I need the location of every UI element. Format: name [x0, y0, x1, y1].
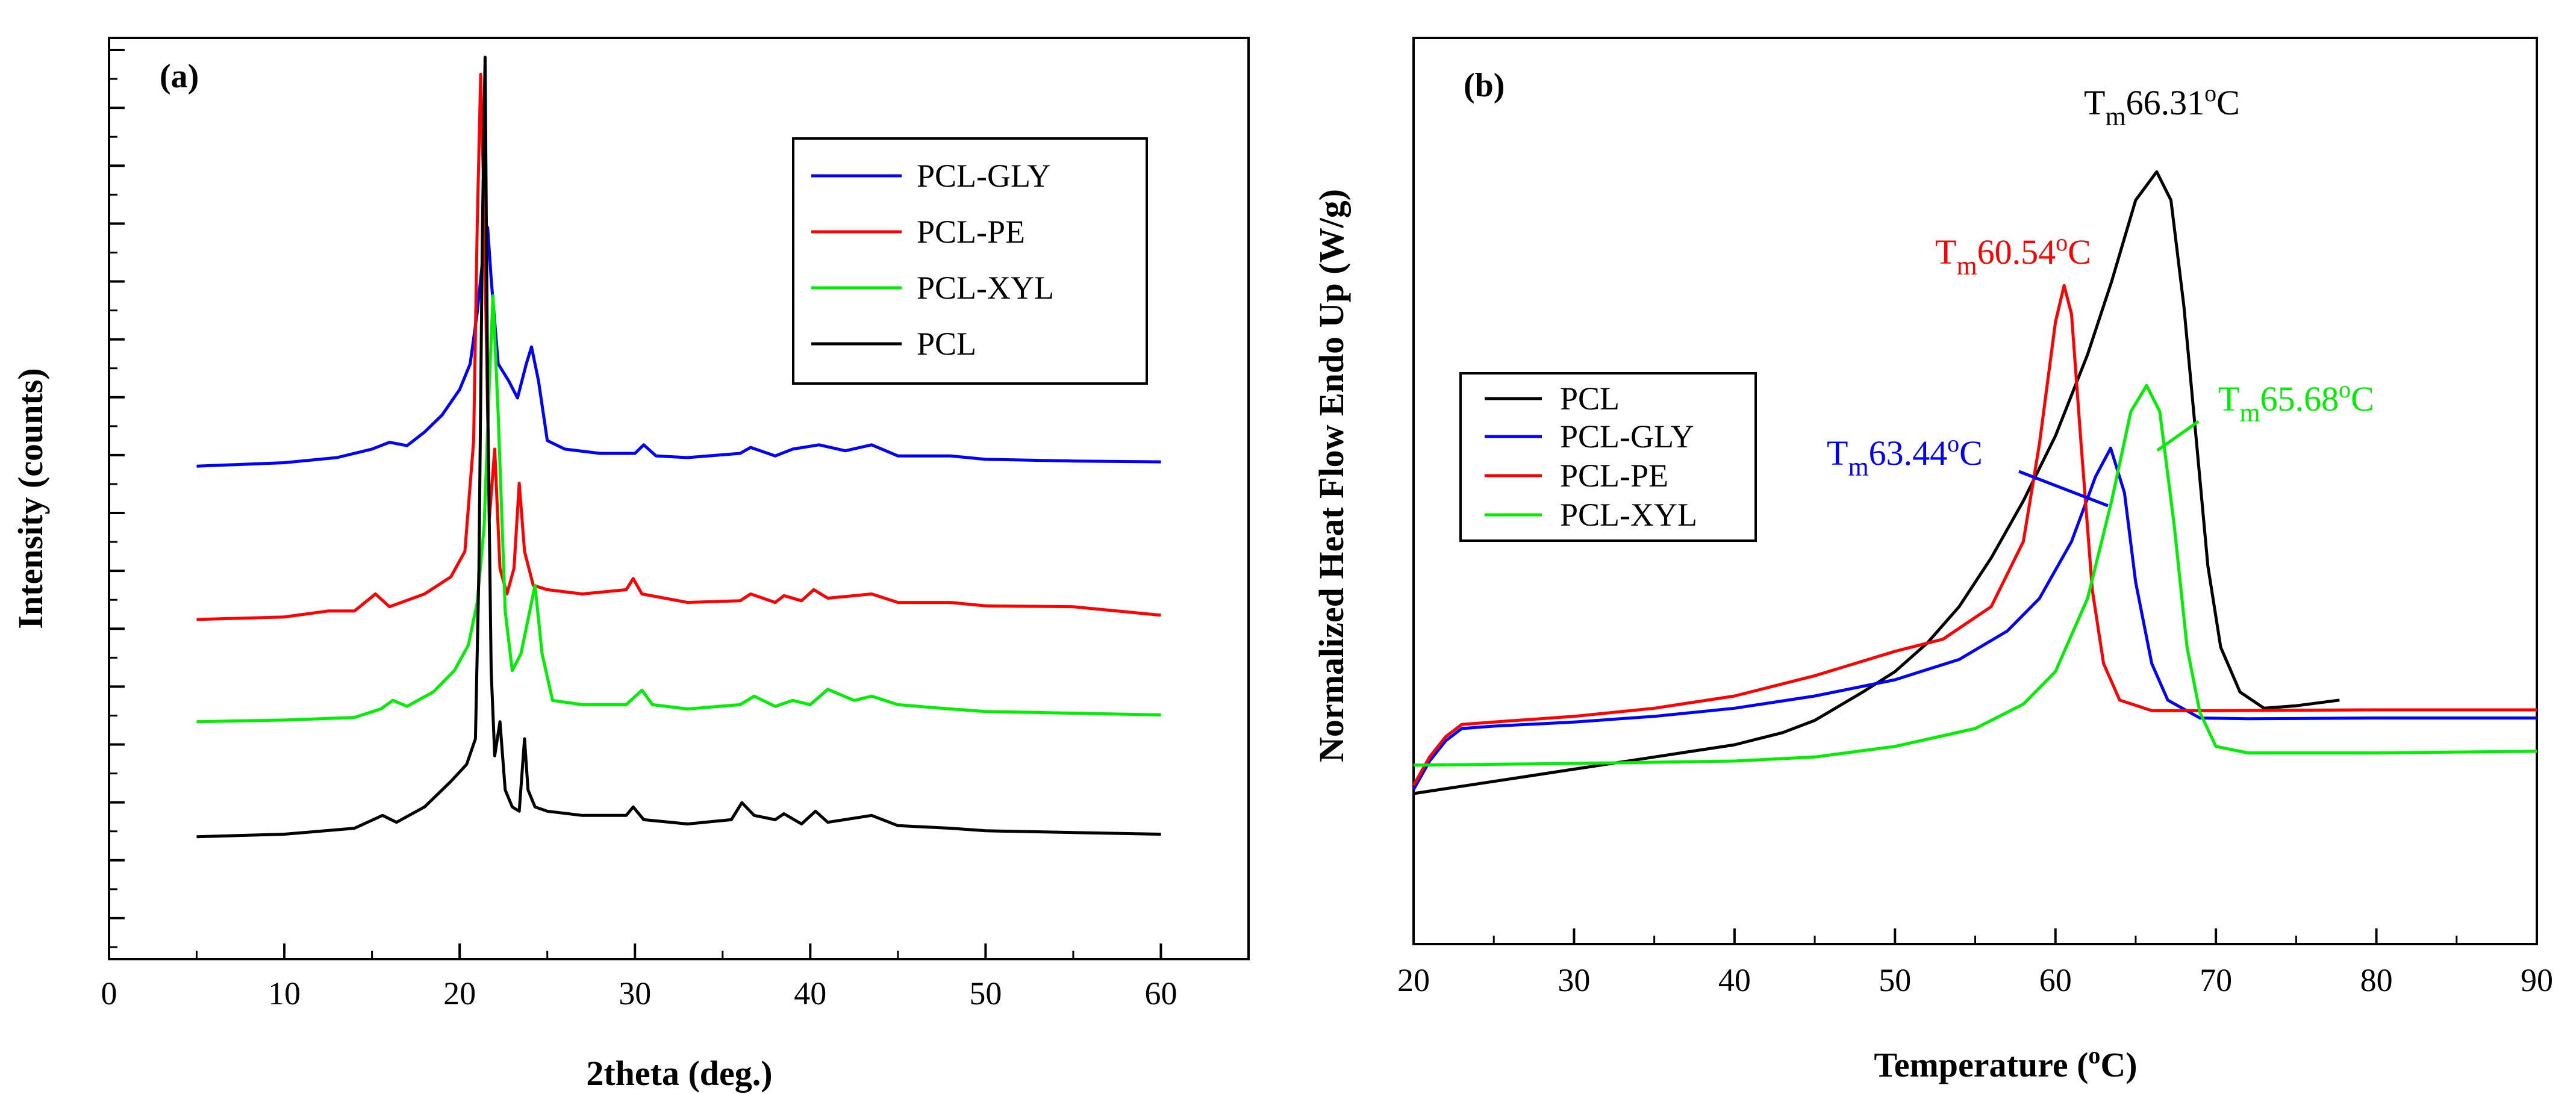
tm-symbol: T [2084, 83, 2105, 122]
panel-b-legend: PCL PCL-GLY PCL-PE PCL-XYL [1459, 372, 1757, 542]
tm-value: 65.68 [2260, 379, 2339, 418]
panel-a-plot-frame [108, 37, 1250, 960]
panel-b-label: (b) [1464, 67, 1505, 104]
tm-symbol: T [1935, 232, 1956, 272]
b-x-tick-label: 60 [2039, 962, 2072, 998]
legend-a-label-pcl: PCL [917, 326, 976, 362]
xrd-series-pcl-gly [196, 226, 1161, 468]
tm-subscript: m [1956, 251, 1977, 281]
a-x-tick-label: 20 [443, 975, 476, 1012]
legend-a-label-pcl-pe: PCL-PE [917, 214, 1025, 250]
panel-a-y-ticks [109, 49, 125, 948]
panel-b-x-axis-label-unit: C) [2100, 1045, 2137, 1084]
tm-value: 63.44 [1869, 434, 1948, 473]
panel-a-y-axis-label: Intensity (counts) [11, 368, 50, 629]
panel-a-x-ticks: 0 10 20 30 40 50 60 [101, 943, 1177, 1012]
b-x-tick-label: 70 [2200, 962, 2232, 998]
legend-a-label-pcl-gly: PCL-GLY [917, 158, 1051, 194]
legend-b-label-pcl-gly: PCL-GLY [1560, 418, 1694, 455]
a-x-tick-label: 50 [969, 975, 1002, 1012]
b-x-tick-label: 30 [1558, 962, 1590, 998]
tm-unit: C [2068, 232, 2091, 272]
tm-annotation-pcl-gly: Tm63.44oC [1827, 430, 1983, 482]
tm-annotation-pcl-pe: Tm60.54oC [1935, 229, 2091, 281]
tm-subscript: m [1848, 452, 1868, 482]
legend-b-label-pcl-xyl: PCL-XYL [1560, 497, 1697, 533]
panel-b-series-group [1412, 170, 2537, 795]
tm-symbol: T [1827, 434, 1848, 473]
tm-value: 66.31 [2126, 83, 2205, 122]
tm-unit: C [1959, 434, 1983, 473]
legend-a-label-pcl-xyl: PCL-XYL [917, 270, 1054, 306]
b-x-tick-label: 20 [1397, 962, 1430, 998]
panel-a-series-group [196, 55, 1161, 839]
tm-subscript: m [2105, 102, 2125, 131]
b-x-tick-label: 80 [2360, 962, 2393, 998]
panel-b-annotations: Tm66.31oC Tm60.54oC Tm65.68oC Tm63.44oC [1827, 79, 2374, 508]
tm-degree: o [1947, 430, 1959, 457]
panel-b-y-axis-label: Normalized Heat Flow Endo Up (W/g) [1312, 189, 1351, 762]
legend-b-label-pcl: PCL [1560, 381, 1620, 417]
tm-annotation-pcl: Tm66.31oC [2084, 79, 2240, 131]
tm-subscript: m [2239, 398, 2260, 427]
panel-b-x-axis-label-main: Temperature ( [1874, 1045, 2088, 1084]
xrd-series-pcl-xyl [196, 294, 1161, 724]
panel-a-label: (a) [160, 58, 199, 95]
panel-b-chart: (b) 20 30 40 50 60 70 80 90 Temperature (oC) No… [1312, 37, 2553, 1084]
panel-b-legend-box [1459, 372, 1757, 542]
dsc-series-pcl-gly [1412, 446, 2537, 791]
panel-b-x-axis-label: Temperature (oC) [1874, 1042, 2137, 1084]
tm-unit: C [2351, 379, 2374, 418]
a-x-tick-label: 0 [101, 975, 117, 1012]
panel-b-x-axis-label-degree: o [2088, 1042, 2100, 1069]
panel-b-x-ticks: 20 30 40 50 60 70 80 90 [1397, 928, 2553, 998]
a-x-tick-label: 40 [794, 975, 826, 1012]
b-x-tick-label: 50 [1879, 962, 1911, 998]
panel-a-x-axis-label: 2theta (deg.) [586, 1054, 772, 1093]
tm-degree: o [2056, 229, 2068, 256]
tm-value: 60.54 [1977, 232, 2056, 272]
a-x-tick-label: 30 [619, 975, 651, 1012]
dsc-series-pcl [1413, 170, 2340, 795]
tm-symbol: T [2218, 379, 2239, 418]
xrd-series-pcl [196, 55, 1161, 839]
panel-a-chart: (a) 0 10 20 30 40 50 60 2theta (deg.) Intensit… [11, 37, 1250, 1093]
tm-annotation-pcl-xyl: Tm65.68oC [2218, 376, 2374, 427]
a-x-tick-label: 10 [268, 975, 301, 1012]
legend-b-label-pcl-pe: PCL-PE [1560, 458, 1668, 494]
dsc-series-pcl-pe [1412, 284, 2537, 786]
tm-pointer-pcl-gly [2018, 470, 2109, 508]
xrd-series-pcl-pe [196, 72, 1161, 621]
dsc-series-pcl-xyl [1413, 384, 2537, 767]
b-x-tick-label: 90 [2521, 962, 2553, 998]
panel-a-legend: PCL-GLY PCL-PE PCL-XYL PCL [792, 137, 1148, 385]
tm-degree: o [2204, 79, 2216, 107]
b-x-tick-label: 40 [1718, 962, 1751, 998]
tm-unit: C [2216, 83, 2240, 122]
tm-degree: o [2339, 376, 2351, 403]
tm-pointer-pcl-xyl [2156, 420, 2200, 452]
a-x-tick-label: 60 [1144, 975, 1177, 1012]
